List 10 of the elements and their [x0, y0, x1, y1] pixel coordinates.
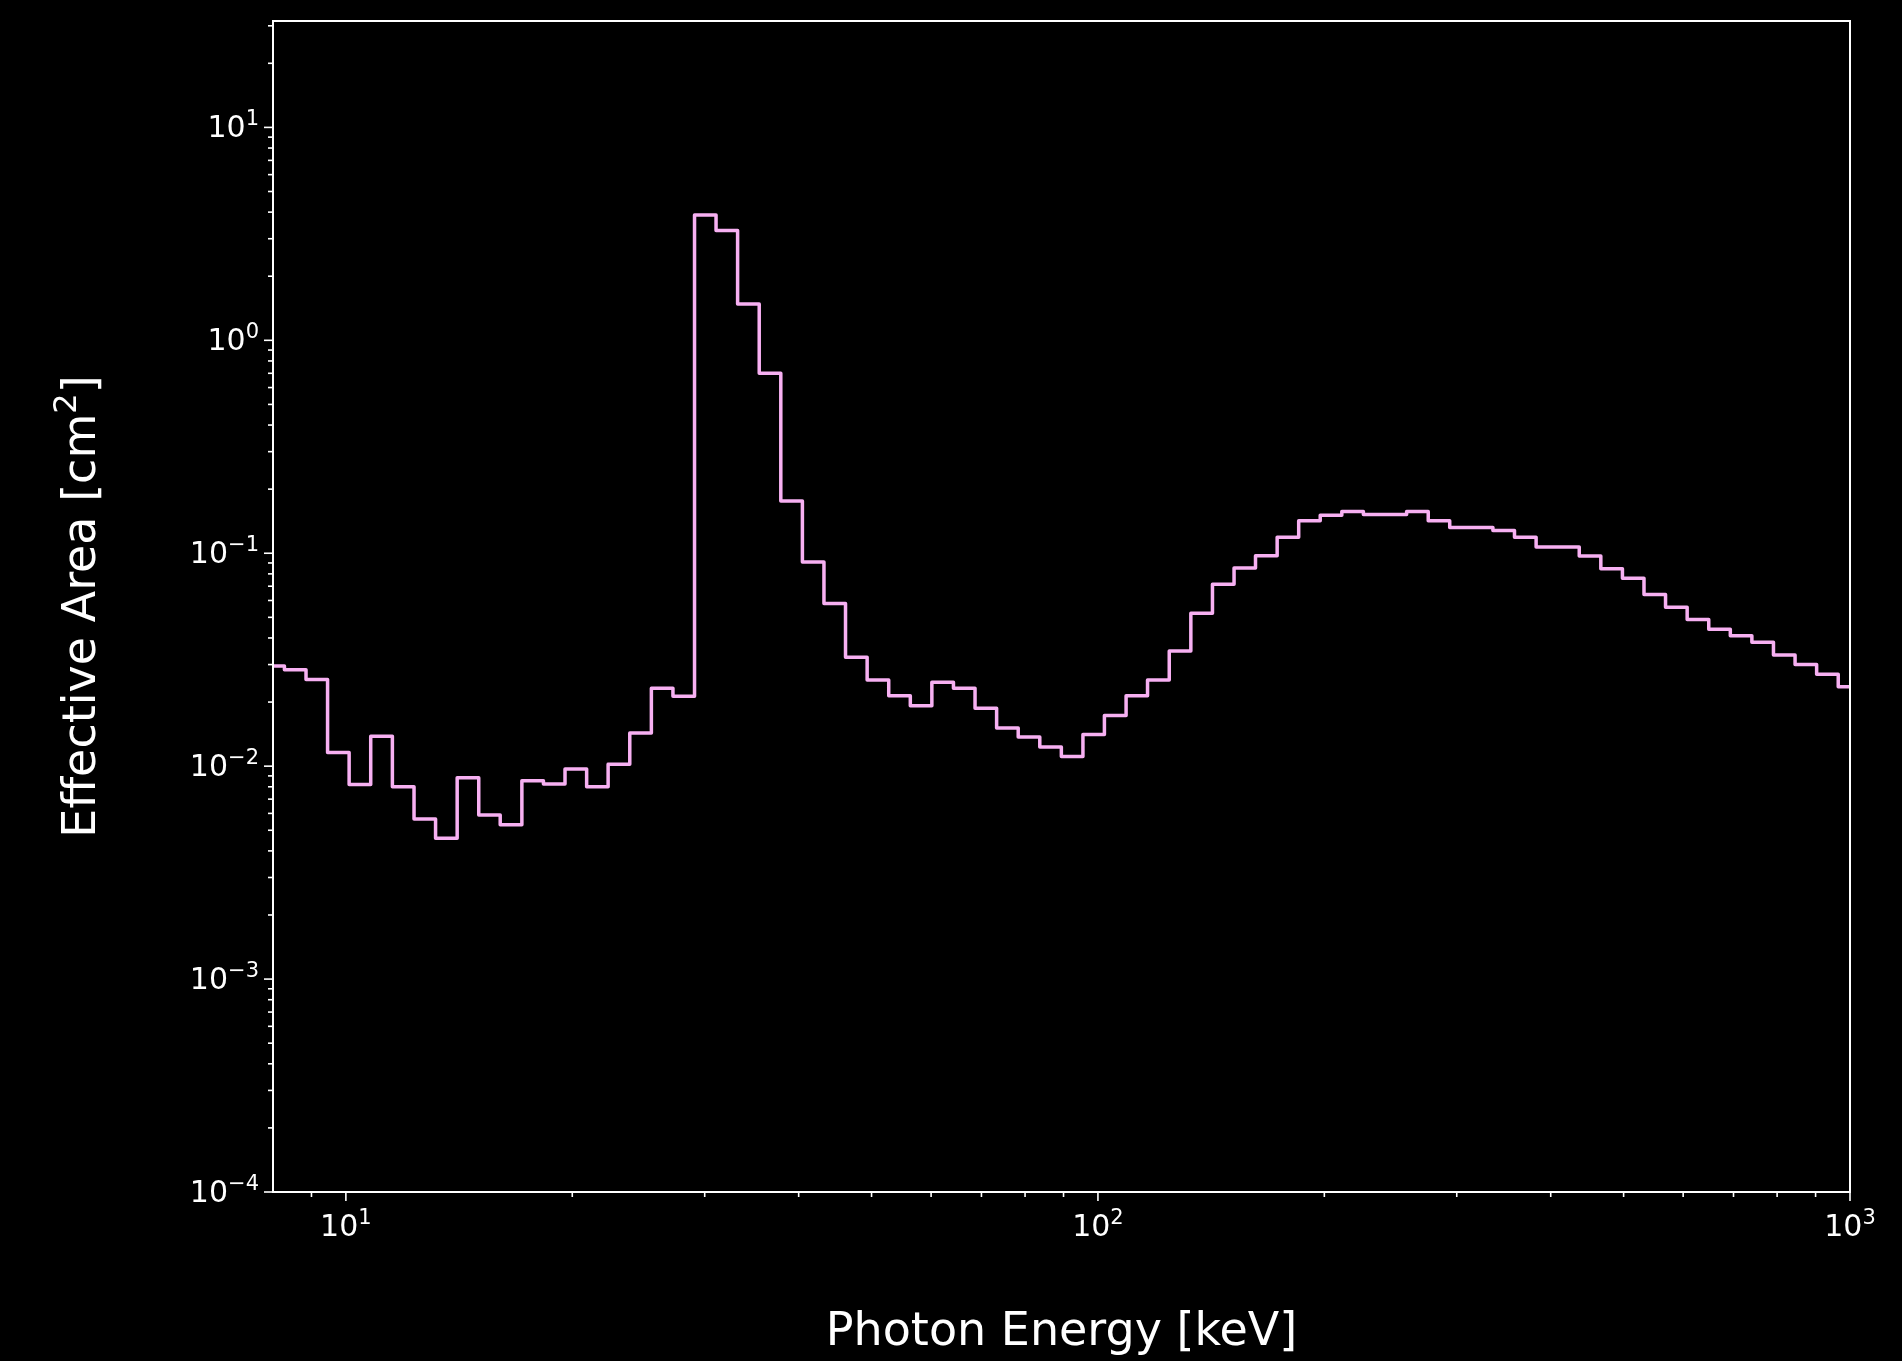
y-tick-label: 10$^{−2}$ [189, 745, 259, 784]
y-tick-label: 10$^{1}$ [207, 106, 259, 145]
y-tick-label: 10$^{−4}$ [189, 1171, 259, 1209]
x-tick-label: 10$^{2}$ [1072, 1205, 1124, 1243]
x-tick-label: 10$^{3}$ [1824, 1205, 1876, 1243]
y-tick-label: 10$^{−3}$ [189, 958, 259, 997]
y-tick-label: 10$^{0}$ [207, 319, 259, 358]
x-tick-label: 10$^{1}$ [320, 1205, 372, 1243]
x-axis-title: Photon Energy [keV] [825, 1302, 1298, 1356]
y-tick-label: 10$^{−1}$ [189, 532, 259, 571]
